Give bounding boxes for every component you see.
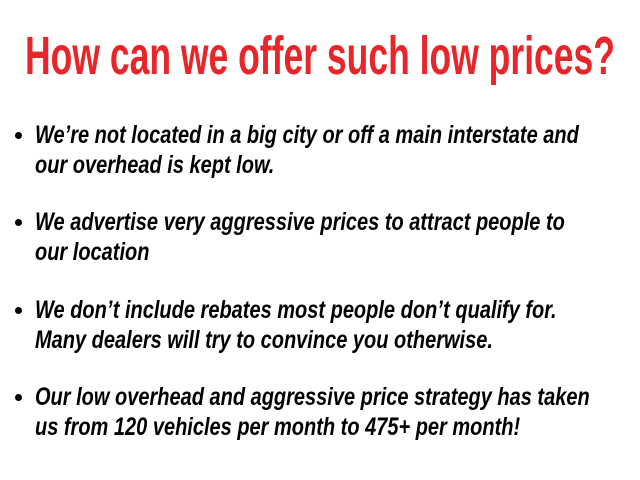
bullet-icon — [15, 132, 22, 139]
bullet-text: Our low overhead and aggressive price st… — [35, 383, 590, 411]
bullet-icon — [15, 394, 22, 401]
page-title: How can we offer such low prices? — [25, 26, 615, 86]
bullet-text: us from 120 vehicles per month to 475+ p… — [35, 413, 521, 441]
bullet-text: We’re not located in a big city or off a… — [35, 121, 579, 149]
bullet-text: We advertise very aggressive prices to a… — [35, 208, 565, 236]
bullet-text: our overhead is kept low. — [35, 151, 275, 179]
bullet-text: our location — [35, 238, 150, 266]
bullet-icon — [15, 307, 22, 314]
bullet-text: We don’t include rebates most people don… — [35, 296, 557, 324]
bullet-text: Many dealers will try to convince you ot… — [35, 326, 493, 354]
bullet-icon — [15, 219, 22, 226]
